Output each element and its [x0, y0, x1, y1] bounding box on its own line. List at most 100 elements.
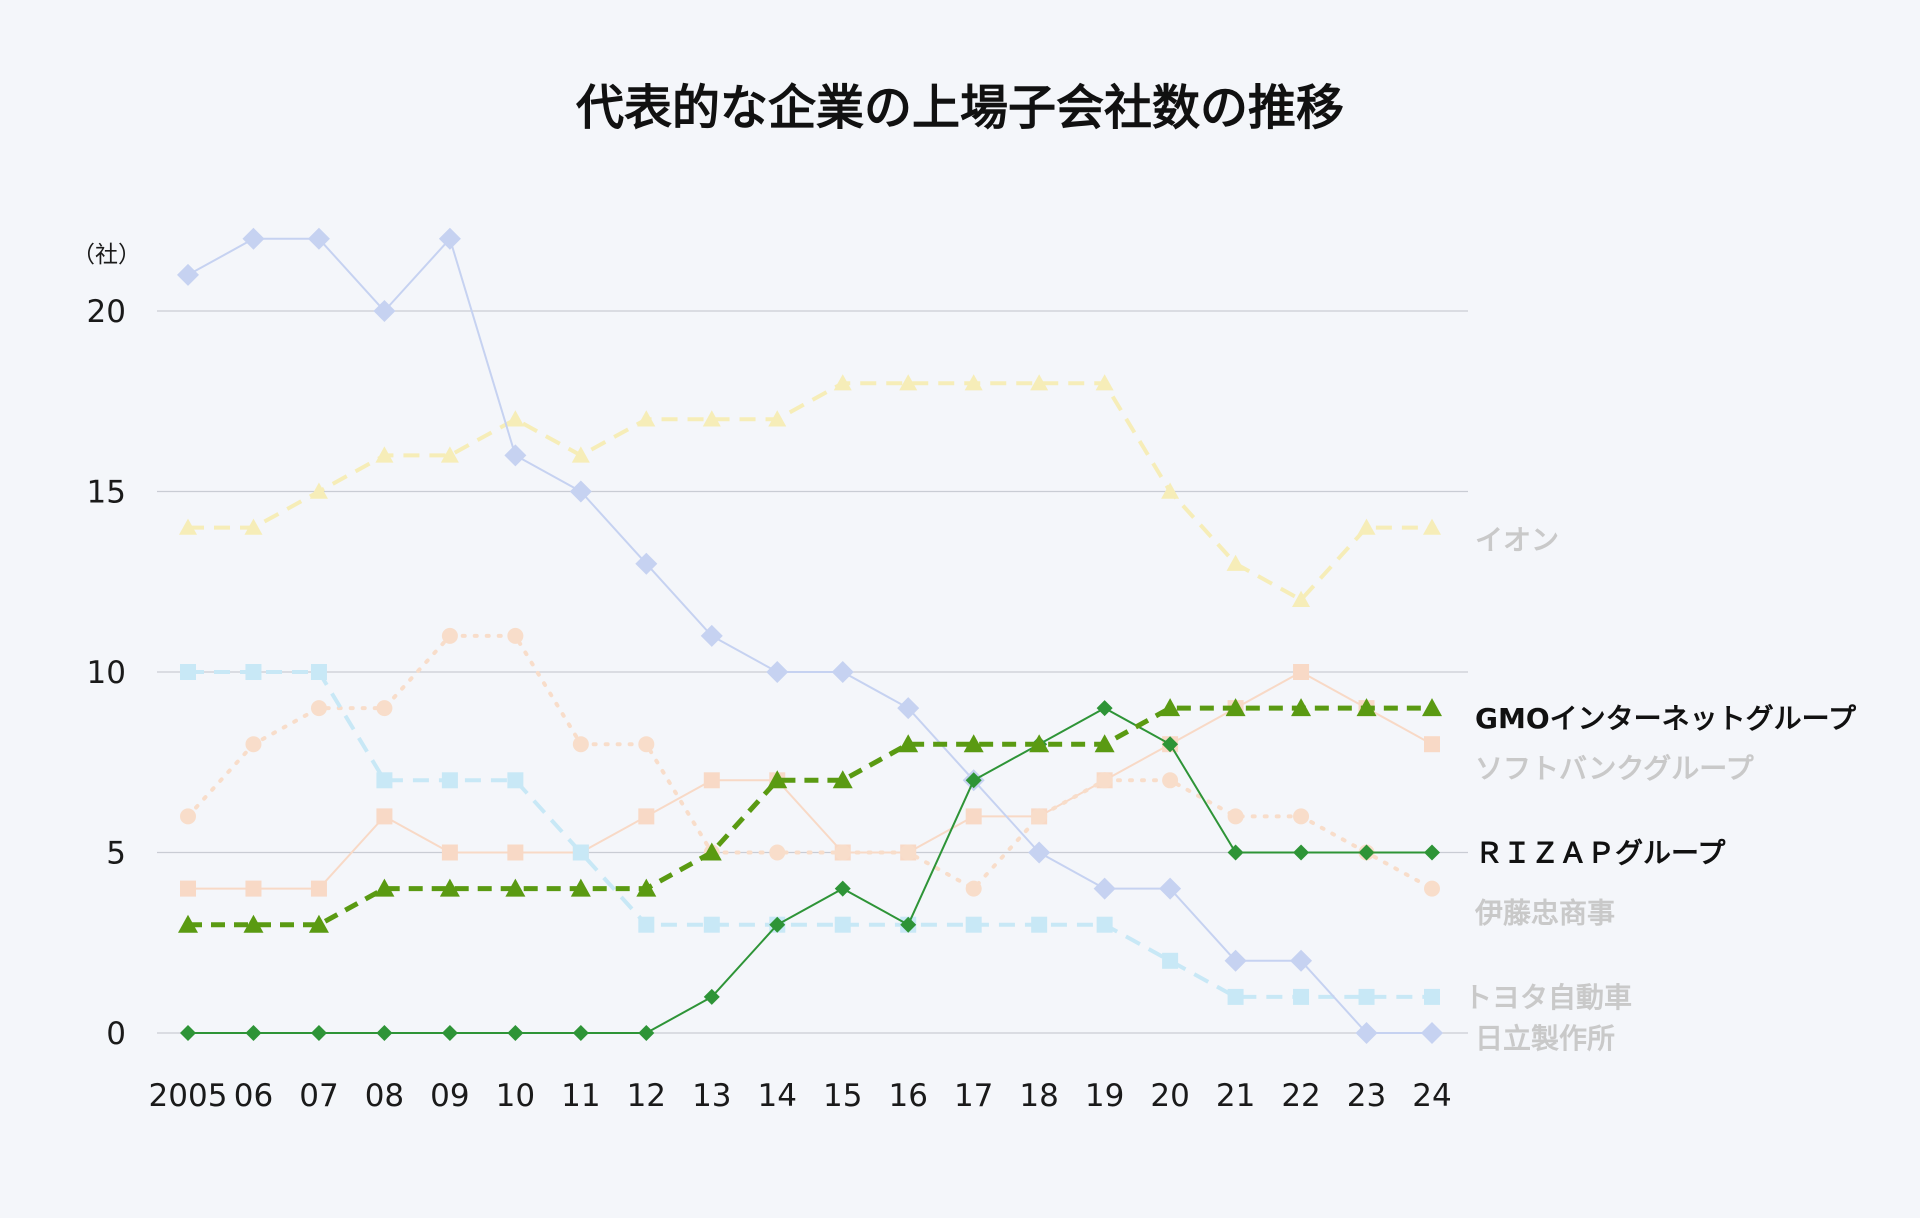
x-tick-label: 15 — [823, 1078, 862, 1114]
data-point — [1096, 916, 1113, 933]
series-line — [188, 671, 1433, 890]
x-tick-label: 11 — [561, 1078, 600, 1114]
data-point — [1225, 698, 1246, 717]
data-point — [702, 410, 721, 427]
data-point — [310, 664, 327, 680]
data-point — [441, 627, 458, 644]
series-label: トヨタ自動車 — [1464, 981, 1632, 1014]
series-0 — [179, 374, 1441, 607]
data-point — [507, 772, 524, 789]
data-point — [245, 880, 262, 897]
data-point — [441, 1025, 458, 1041]
data-point — [242, 227, 265, 250]
data-point — [638, 916, 655, 933]
data-point — [1358, 844, 1375, 861]
data-point — [635, 552, 658, 575]
chart-title: 代表的な企業の上場子会社数の推移 — [575, 80, 1344, 136]
data-point — [309, 482, 328, 499]
data-point — [899, 374, 918, 391]
data-point — [507, 1025, 524, 1041]
data-point — [703, 988, 720, 1005]
data-point — [703, 772, 720, 789]
x-tick-label: 14 — [758, 1078, 797, 1114]
x-tick-label: 22 — [1281, 1078, 1320, 1114]
x-tick-label: 09 — [430, 1078, 469, 1114]
data-point — [180, 1025, 196, 1041]
data-point — [1291, 698, 1312, 717]
data-point — [310, 700, 327, 717]
data-point — [507, 844, 524, 861]
data-point — [636, 878, 657, 897]
data-point — [1094, 734, 1115, 753]
x-tick-label: 17 — [954, 1078, 993, 1114]
data-point — [1422, 698, 1442, 717]
data-point — [768, 410, 787, 427]
series-line — [188, 381, 1432, 602]
data-point — [703, 916, 720, 933]
data-point — [1160, 698, 1181, 717]
data-point — [178, 914, 198, 933]
data-point — [900, 844, 917, 861]
x-tick-label: 06 — [234, 1078, 273, 1114]
data-point — [965, 808, 982, 825]
series-5 — [180, 700, 1440, 1041]
data-point — [441, 844, 458, 861]
series-3 — [180, 664, 1440, 1005]
data-point — [244, 518, 263, 535]
data-point — [833, 374, 852, 391]
data-point — [1096, 700, 1113, 717]
data-point — [572, 1025, 589, 1041]
data-point — [1028, 841, 1051, 864]
data-point — [571, 446, 590, 463]
data-point — [1424, 880, 1440, 897]
series-label: ソフトバンクグループ — [1475, 752, 1755, 785]
data-point — [373, 300, 396, 322]
data-point — [1227, 988, 1244, 1005]
series-6 — [178, 698, 1442, 933]
data-point — [506, 410, 525, 427]
series-4 — [177, 227, 1443, 1044]
data-point — [766, 661, 789, 683]
data-point — [245, 1025, 262, 1041]
data-point — [965, 916, 982, 933]
data-point — [310, 1025, 327, 1041]
data-point — [700, 624, 723, 647]
data-point — [638, 1025, 655, 1041]
data-point — [179, 518, 197, 535]
data-point — [965, 880, 982, 897]
x-tick-label: 19 — [1085, 1078, 1124, 1114]
data-point — [1031, 808, 1048, 825]
series-label: GMOインターネットグループ — [1475, 702, 1857, 735]
x-tick-label: 24 — [1412, 1078, 1451, 1114]
data-point — [900, 916, 917, 933]
x-tick-label: 10 — [496, 1078, 535, 1114]
data-point — [638, 736, 655, 753]
x-tick-label: 12 — [627, 1078, 666, 1114]
data-point — [834, 844, 851, 861]
y-tick-label: 20 — [87, 294, 126, 330]
data-point — [307, 227, 330, 250]
data-point — [965, 772, 982, 789]
y-tick-label: 10 — [87, 655, 126, 691]
x-tick-label: 08 — [365, 1078, 404, 1114]
series-2 — [180, 627, 1440, 897]
x-axis-ticks: 2005 06 07 08 09 10 11 12 13 14 15 16 17 18 19 20 21 22 23… — [149, 1078, 1452, 1114]
series-label: ＲＩＺＡＰグループ — [1475, 837, 1726, 870]
data-point — [243, 914, 264, 933]
data-point — [898, 734, 919, 753]
data-point — [1357, 518, 1376, 535]
data-point — [1226, 554, 1245, 571]
data-point — [375, 446, 394, 463]
data-point — [180, 880, 196, 897]
data-point — [638, 808, 655, 825]
data-point — [1162, 736, 1179, 753]
x-tick-label: 23 — [1347, 1078, 1386, 1114]
series-line — [188, 705, 1432, 928]
data-point — [570, 878, 591, 897]
series-label: 日立製作所 — [1475, 1022, 1615, 1055]
data-point — [572, 844, 589, 861]
data-point — [177, 263, 199, 286]
data-point — [441, 772, 458, 789]
series-line — [188, 707, 1432, 1034]
